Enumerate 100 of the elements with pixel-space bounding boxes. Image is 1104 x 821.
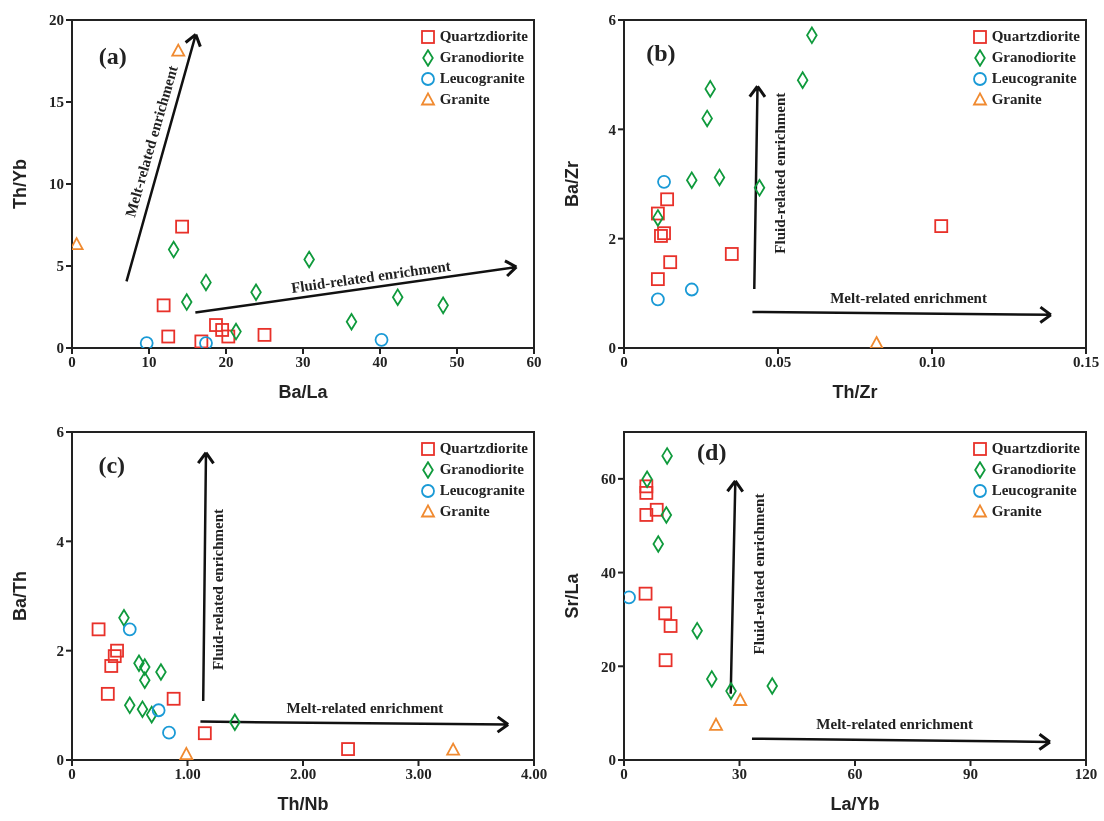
point	[345, 313, 358, 331]
legend-label: Quartzdiorite	[439, 28, 528, 45]
point	[221, 329, 236, 344]
point	[136, 700, 149, 718]
annotation: Melt-related enrichment	[830, 289, 987, 306]
chart-title: (d)	[697, 439, 727, 466]
point	[341, 742, 355, 756]
point	[658, 653, 673, 668]
y-tick-label: 0	[56, 340, 64, 357]
point	[194, 334, 209, 348]
point	[639, 508, 654, 522]
point	[663, 255, 678, 270]
legend-label: Granite	[439, 91, 490, 108]
point	[179, 747, 194, 760]
point	[156, 298, 171, 313]
x-tick-label: 50	[449, 353, 465, 370]
legend-label: Granodiorite	[991, 49, 1076, 66]
text: (a)	[98, 43, 127, 70]
point	[724, 247, 739, 261]
x-tick-label: 40	[372, 353, 388, 370]
x-tick-label: 4.00	[520, 765, 548, 782]
legend-label: Granodiorite	[991, 461, 1076, 478]
y-tick-label: 5	[56, 258, 64, 275]
x-axis-title: Th/Nb	[277, 794, 329, 814]
x-tick-label: 0	[620, 765, 628, 782]
point	[657, 174, 671, 189]
legend-label: Granodiorite	[439, 49, 524, 66]
text: (c)	[98, 451, 126, 478]
x-tick-label: 0	[68, 765, 76, 782]
point	[161, 329, 176, 344]
legend-label: Granite	[991, 91, 1042, 108]
point	[209, 318, 223, 332]
x-tick-label: 10	[141, 353, 157, 370]
text: (b)	[646, 39, 676, 66]
point	[72, 237, 84, 251]
point	[684, 282, 699, 297]
legend-label: Granodiorite	[439, 461, 524, 478]
point	[446, 742, 461, 756]
x-axis-title: La/Yb	[830, 794, 880, 814]
annotation: Fluid-related enrichment	[290, 257, 452, 296]
y-tick-label: 4	[56, 533, 65, 550]
point	[374, 332, 389, 347]
x-tick-label: 0.15	[1072, 353, 1100, 370]
point	[624, 590, 636, 605]
legend-label: Leucogranite	[991, 482, 1077, 499]
y-tick-label: 20	[49, 12, 64, 29]
legend-label: Leucogranite	[991, 70, 1077, 87]
x-tick-label: 1.00	[174, 765, 201, 782]
point	[215, 323, 230, 337]
point	[162, 725, 176, 740]
annotation: Melt-related enrichment	[286, 700, 444, 717]
point	[171, 43, 186, 57]
point	[709, 717, 723, 731]
point	[639, 486, 654, 500]
point	[733, 692, 748, 706]
point	[658, 606, 673, 621]
point	[663, 619, 678, 633]
x-tick-label: 90	[963, 765, 978, 782]
point	[107, 649, 122, 664]
point	[660, 192, 675, 207]
y-tick-label: 2	[56, 642, 64, 659]
legend-label: Quartzdiorite	[991, 440, 1080, 457]
legend-label: Granite	[991, 503, 1042, 520]
point	[197, 726, 212, 741]
point	[934, 219, 949, 233]
legend-label: Granite	[439, 503, 490, 520]
x-tick-label: 20	[218, 353, 234, 370]
point	[639, 479, 654, 494]
y-axis-title: Th/Yb	[10, 159, 31, 209]
point	[869, 336, 884, 348]
legend-label: Leucogranite	[439, 482, 525, 499]
x-tick-label: 30	[732, 765, 747, 782]
y-tick-label: 0	[608, 340, 616, 357]
point	[139, 336, 154, 348]
y-tick-label: 60	[601, 471, 616, 488]
point	[650, 206, 665, 221]
point	[166, 691, 181, 706]
x-tick-label: 120	[1074, 765, 1098, 782]
x-tick-label: 60	[526, 353, 542, 370]
annotation: Fluid-related enrichment	[750, 493, 767, 655]
point	[753, 179, 766, 197]
x-tick-label: 0.05	[764, 353, 792, 370]
x-tick-label: 60	[847, 765, 863, 782]
x-tick-label: 2.00	[289, 765, 317, 782]
legend-label: Quartzdiorite	[439, 440, 528, 457]
point	[110, 643, 124, 658]
y-tick-label: 20	[601, 658, 616, 675]
annotation: Fluid-related enrichment	[210, 508, 227, 670]
y-axis-title: Ba/Zr	[562, 160, 583, 208]
point	[175, 219, 190, 234]
y-tick-label: 6	[56, 424, 65, 441]
point	[91, 622, 106, 637]
y-tick-label: 15	[49, 94, 64, 111]
x-tick-label: 0.10	[918, 353, 946, 370]
x-axis-title: Ba/La	[278, 382, 329, 402]
x-tick-label: 30	[295, 353, 311, 370]
y-tick-label: 4	[608, 121, 617, 138]
legend-label: Leucogranite	[439, 70, 525, 87]
x-tick-label: 0	[68, 353, 76, 370]
point	[104, 659, 119, 673]
